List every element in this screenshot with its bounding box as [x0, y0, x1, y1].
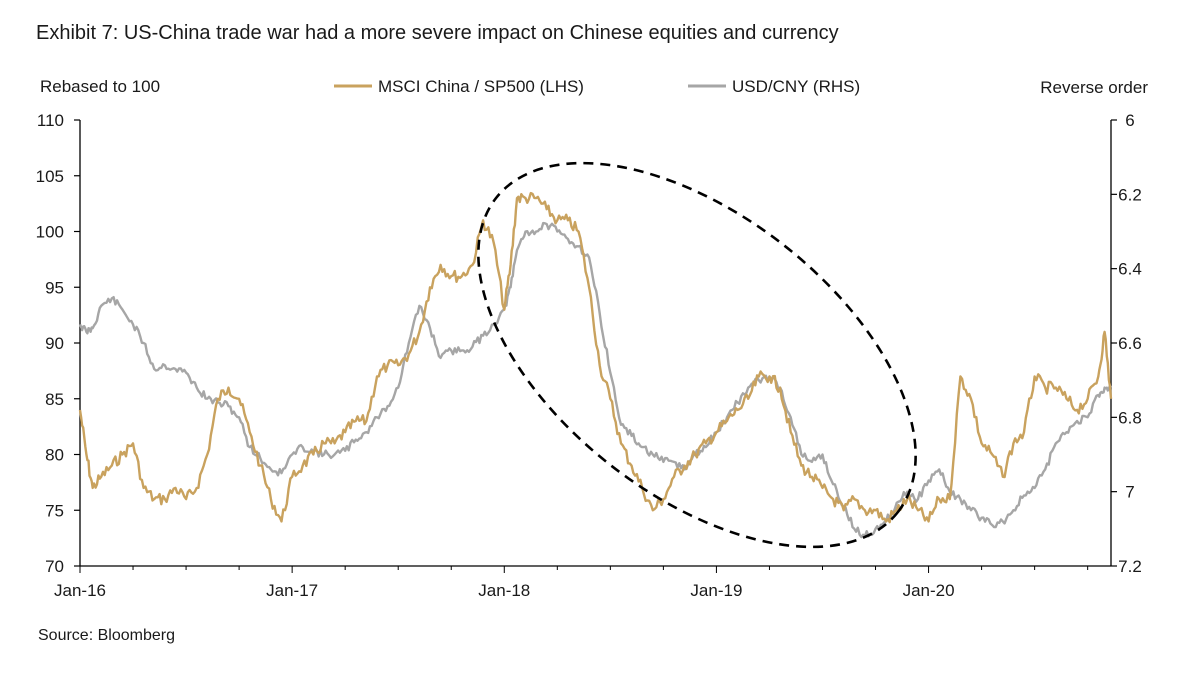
left-tick-label: 70: [45, 557, 64, 576]
x-tick-label: Jan-19: [690, 581, 742, 600]
left-tick-label: 80: [45, 446, 64, 465]
left-axis-label: Rebased to 100: [40, 77, 160, 96]
left-tick-label: 85: [45, 390, 64, 409]
left-tick-label: 90: [45, 334, 64, 353]
left-tick-label: 95: [45, 278, 64, 297]
right-tick-label: 6: [1125, 111, 1134, 130]
legend-label-msci: MSCI China / SP500 (LHS): [378, 77, 584, 96]
left-tick-label: 110: [37, 111, 64, 130]
right-tick-label: 6.4: [1118, 260, 1142, 279]
series-msci-line: [78, 191, 1113, 524]
x-tick-label: Jan-16: [54, 581, 106, 600]
right-tick-label: 7: [1125, 483, 1134, 502]
right-tick-label: 6.2: [1118, 185, 1142, 204]
right-tick-label: 6.6: [1118, 334, 1142, 353]
right-tick-label: 7.2: [1118, 557, 1142, 576]
x-tick-label: Jan-17: [266, 581, 318, 600]
legend-label-usdcny: USD/CNY (RHS): [732, 77, 860, 96]
left-tick-label: 100: [36, 223, 64, 242]
right-axis-label: Reverse order: [1040, 78, 1148, 97]
x-tick-label: Jan-18: [478, 581, 530, 600]
source-note: Source: Bloomberg: [38, 627, 175, 644]
left-tick-label: 75: [45, 501, 64, 520]
chart-title: Exhibit 7: US-China trade war had a more…: [36, 22, 839, 44]
trade-war-highlight-ellipse: [477, 161, 917, 549]
series-usdcny-line: [78, 221, 1113, 539]
x-tick-label: Jan-20: [903, 581, 955, 600]
left-tick-label: 105: [36, 167, 64, 186]
right-tick-label: 6.8: [1118, 408, 1142, 427]
